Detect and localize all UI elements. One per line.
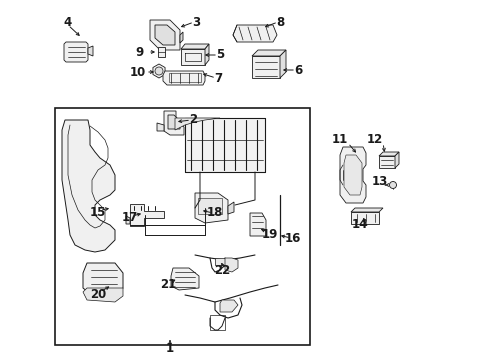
Polygon shape bbox=[83, 288, 123, 302]
Text: 4: 4 bbox=[64, 15, 72, 28]
Polygon shape bbox=[251, 56, 280, 78]
Polygon shape bbox=[163, 71, 204, 85]
Text: 13: 13 bbox=[371, 175, 387, 189]
Text: 14: 14 bbox=[351, 219, 367, 231]
Text: 18: 18 bbox=[206, 207, 223, 220]
Polygon shape bbox=[227, 202, 234, 214]
Text: 12: 12 bbox=[366, 134, 382, 147]
Text: 15: 15 bbox=[90, 207, 106, 220]
Text: 7: 7 bbox=[214, 72, 222, 85]
Text: 6: 6 bbox=[293, 63, 302, 77]
Polygon shape bbox=[157, 123, 163, 131]
Polygon shape bbox=[126, 216, 130, 224]
Polygon shape bbox=[232, 25, 276, 42]
Polygon shape bbox=[220, 300, 238, 312]
Polygon shape bbox=[251, 50, 285, 56]
Text: 5: 5 bbox=[215, 49, 224, 62]
Polygon shape bbox=[198, 198, 222, 214]
Text: 9: 9 bbox=[136, 45, 144, 58]
Polygon shape bbox=[158, 47, 164, 57]
Polygon shape bbox=[83, 263, 123, 296]
Polygon shape bbox=[180, 32, 183, 43]
Polygon shape bbox=[153, 64, 165, 78]
Polygon shape bbox=[175, 118, 220, 130]
Text: 19: 19 bbox=[261, 228, 278, 240]
Polygon shape bbox=[339, 147, 365, 203]
Polygon shape bbox=[280, 50, 285, 78]
Polygon shape bbox=[350, 208, 382, 212]
Polygon shape bbox=[343, 155, 361, 195]
Polygon shape bbox=[150, 20, 180, 50]
Polygon shape bbox=[195, 193, 227, 223]
Polygon shape bbox=[62, 120, 115, 252]
Bar bbox=[55, 108, 309, 345]
Polygon shape bbox=[350, 212, 378, 224]
Polygon shape bbox=[184, 118, 264, 172]
Polygon shape bbox=[64, 42, 88, 62]
Polygon shape bbox=[181, 44, 208, 49]
Polygon shape bbox=[378, 156, 394, 168]
Text: 3: 3 bbox=[192, 15, 200, 28]
Text: 8: 8 bbox=[275, 15, 284, 28]
Text: 20: 20 bbox=[90, 288, 106, 301]
Polygon shape bbox=[130, 204, 163, 226]
Text: 16: 16 bbox=[284, 231, 301, 244]
Text: 1: 1 bbox=[165, 342, 174, 355]
Polygon shape bbox=[249, 213, 265, 236]
Polygon shape bbox=[181, 49, 204, 65]
Text: 2: 2 bbox=[188, 113, 197, 126]
Text: 21: 21 bbox=[160, 279, 176, 292]
Circle shape bbox=[389, 181, 396, 189]
Text: 11: 11 bbox=[331, 134, 347, 147]
Polygon shape bbox=[378, 152, 398, 156]
Circle shape bbox=[155, 67, 163, 75]
Polygon shape bbox=[168, 115, 180, 129]
Polygon shape bbox=[215, 258, 224, 265]
Text: 17: 17 bbox=[122, 211, 138, 225]
Polygon shape bbox=[204, 44, 208, 65]
Polygon shape bbox=[394, 152, 398, 168]
Polygon shape bbox=[163, 111, 183, 135]
Polygon shape bbox=[155, 25, 175, 45]
Text: 22: 22 bbox=[213, 264, 230, 276]
Polygon shape bbox=[171, 268, 199, 290]
Polygon shape bbox=[88, 46, 93, 56]
Text: 10: 10 bbox=[130, 66, 146, 78]
Polygon shape bbox=[224, 258, 238, 272]
